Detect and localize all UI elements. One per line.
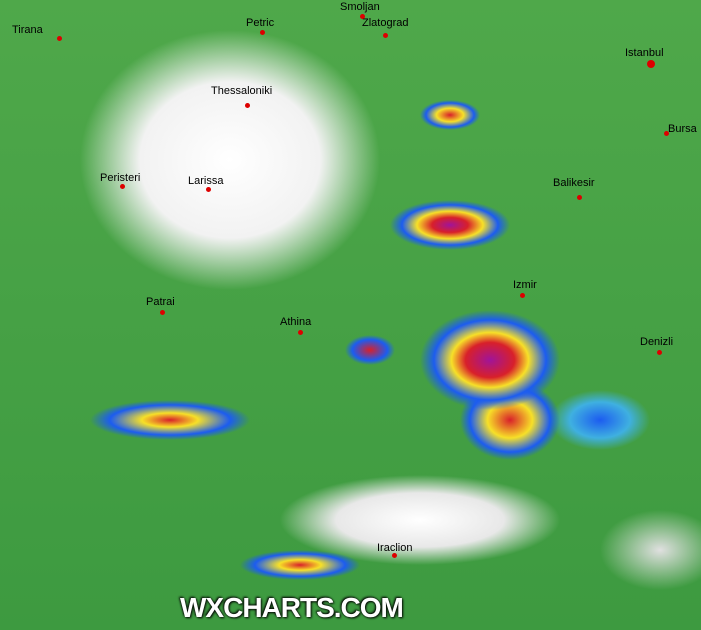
city-dot xyxy=(245,103,250,108)
city-dot xyxy=(664,131,669,136)
city-label: Bursa xyxy=(668,123,697,135)
city-dot xyxy=(383,33,388,38)
city-dot xyxy=(657,350,662,355)
city-dot xyxy=(577,195,582,200)
city-label: Balikesir xyxy=(553,177,595,189)
watermark-logo: WXCHARTS.COM xyxy=(180,592,404,623)
city-dot xyxy=(206,187,211,192)
city-label: Tirana xyxy=(12,24,43,36)
city-label: Izmir xyxy=(513,279,537,291)
city-label: Iraclion xyxy=(377,542,413,554)
city-dot xyxy=(120,184,125,189)
city-label: Athina xyxy=(280,316,312,328)
city-label: Patrai xyxy=(146,296,175,308)
city-label: Istanbul xyxy=(625,47,664,59)
city-label: Zlatograd xyxy=(362,17,409,29)
city-label: Petric xyxy=(246,17,275,29)
city-dot xyxy=(520,293,525,298)
city-label: Peristeri xyxy=(100,172,141,184)
city-dot xyxy=(392,553,397,558)
city-dot xyxy=(57,36,62,41)
city-dot xyxy=(298,330,303,335)
city-label: Smoljan xyxy=(340,1,380,13)
city-label: Thessaloniki xyxy=(211,85,273,97)
city-dot xyxy=(647,60,655,68)
city-label: Larissa xyxy=(188,175,224,187)
city-dot xyxy=(360,14,365,19)
city-dot xyxy=(260,30,265,35)
city-dot xyxy=(160,310,165,315)
city-label: Denizli xyxy=(640,336,674,348)
